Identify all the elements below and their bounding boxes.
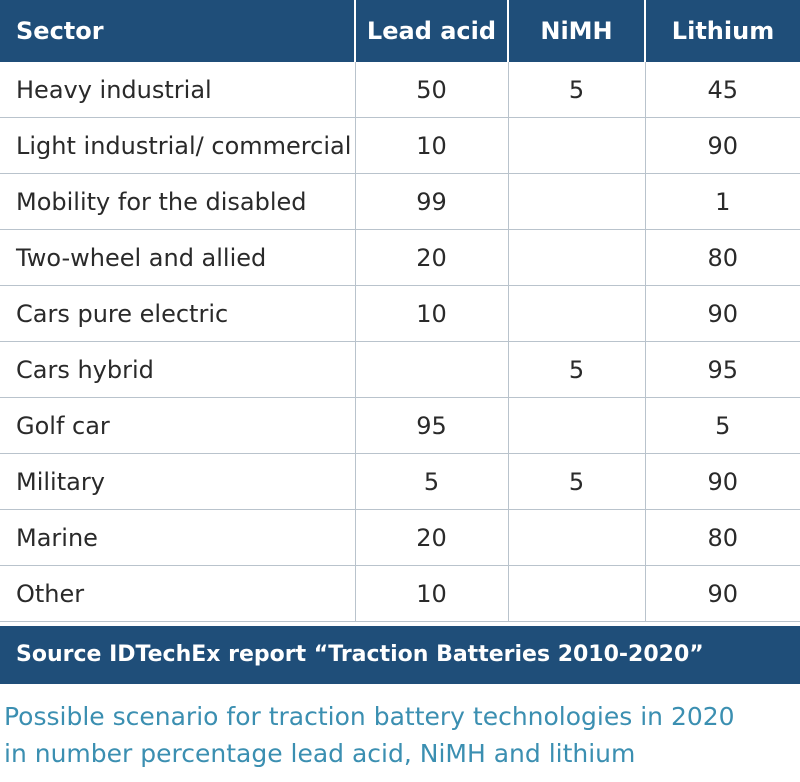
lithium-cell: 90 [645,565,800,622]
lithium-cell: 80 [645,229,800,286]
lead-acid-cell: 95 [355,397,509,454]
lead-acid-cell: 99 [355,173,509,230]
lead-acid-cell: 10 [355,117,509,174]
nimh-cell [508,229,646,286]
lead-acid-cell [355,341,509,398]
table-row: Other 10 90 [0,565,800,622]
nimh-cell [508,397,646,454]
caption-line: Possible scenario for traction battery t… [4,702,735,731]
nimh-cell [508,173,646,230]
sector-cell: Heavy industrial [0,62,356,118]
lithium-cell: 80 [645,509,800,566]
column-header-lead-acid: Lead acid [355,0,509,62]
lead-acid-cell: 10 [355,565,509,622]
lithium-cell: 5 [645,397,800,454]
column-header-nimh: NiMH [508,0,646,62]
caption-line: in number percentage lead acid, NiMH and… [4,739,636,768]
lead-acid-cell: 50 [355,62,509,118]
sector-cell: Marine [0,509,356,566]
lead-acid-cell: 20 [355,509,509,566]
header-row: Sector Lead acid NiMH Lithium [0,0,800,62]
lithium-cell: 90 [645,453,800,510]
lithium-cell: 45 [645,62,800,118]
table-row: Cars pure electric 10 90 [0,285,800,342]
figure-caption: Possible scenario for traction battery t… [4,698,796,772]
table-row: Marine 20 80 [0,509,800,566]
table-row: Golf car 95 5 [0,397,800,454]
battery-share-table: Sector Lead acid NiMH Lithium Heavy indu… [0,0,800,622]
nimh-cell: 5 [508,62,646,118]
table-row: Heavy industrial 50 5 45 [0,62,800,118]
table-row: Cars hybrid 5 95 [0,341,800,398]
lithium-cell: 90 [645,285,800,342]
sector-cell: Military [0,453,356,510]
lead-acid-cell: 20 [355,229,509,286]
table-row: Military 5 5 90 [0,453,800,510]
lithium-cell: 1 [645,173,800,230]
lithium-cell: 95 [645,341,800,398]
column-header-sector: Sector [0,0,356,62]
lead-acid-cell: 5 [355,453,509,510]
nimh-cell: 5 [508,453,646,510]
nimh-cell [508,565,646,622]
sector-cell: Two-wheel and allied [0,229,356,286]
nimh-cell [508,117,646,174]
sector-cell: Cars pure electric [0,285,356,342]
lithium-cell: 90 [645,117,800,174]
column-header-lithium: Lithium [645,0,800,62]
nimh-cell [508,509,646,566]
sector-cell: Mobility for the disabled [0,173,356,230]
nimh-cell: 5 [508,341,646,398]
table-row: Light industrial/ commercial 10 90 [0,117,800,174]
sector-cell: Other [0,565,356,622]
sector-cell: Golf car [0,397,356,454]
source-bar: Source IDTechEx report “Traction Batteri… [0,626,800,684]
table-row: Two-wheel and allied 20 80 [0,229,800,286]
sector-cell: Cars hybrid [0,341,356,398]
nimh-cell [508,285,646,342]
sector-cell: Light industrial/ commercial [0,117,356,174]
lead-acid-cell: 10 [355,285,509,342]
table-row: Mobility for the disabled 99 1 [0,173,800,230]
